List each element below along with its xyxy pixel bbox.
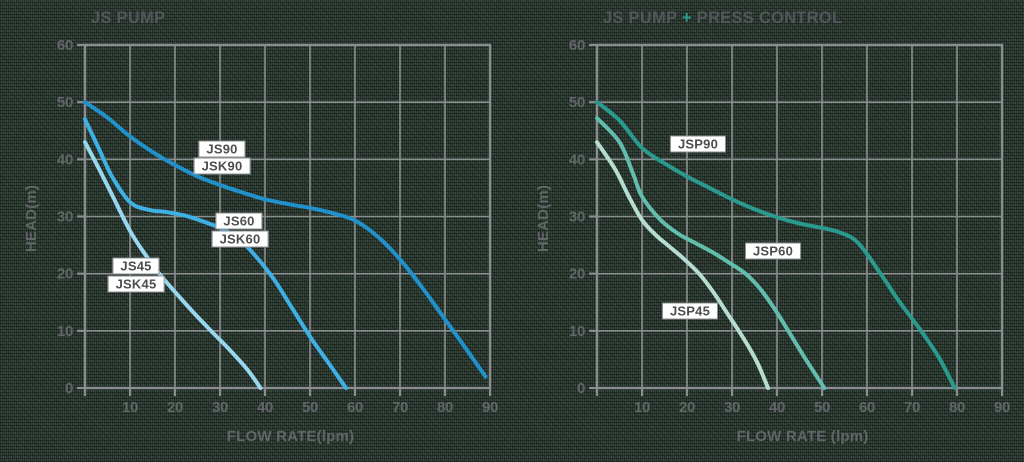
y-tick-label: 30	[569, 209, 585, 226]
y-tick-label: 40	[57, 151, 73, 168]
x-tick-label: 10	[634, 399, 650, 416]
curve-label-jsp45: JSP45	[661, 302, 719, 320]
chart-title: JS PUMP	[91, 8, 165, 28]
curve-label-jsk90: JSK90	[193, 157, 251, 175]
x-tick-label: 20	[167, 399, 183, 416]
x-tick-label: 50	[302, 399, 318, 416]
x-tick-label: 70	[392, 399, 408, 416]
curve-label-jsp90: JSP90	[669, 135, 727, 153]
x-tick-label: 50	[814, 399, 830, 416]
y-tick-label: 60	[57, 37, 73, 54]
y-tick-label: 20	[569, 266, 585, 283]
curve-label-jsk45: JSK45	[107, 275, 165, 293]
y-tick-label: 30	[57, 209, 73, 226]
plot-svg: 0 10 20 30 40 50 60 10 20 30 40 50 60 70 80 90 HEAD(m) FL…	[23, 37, 498, 445]
y-tick-label: 0	[65, 380, 73, 397]
x-tick-label: 40	[257, 399, 273, 416]
y-tick-label: 20	[57, 266, 73, 283]
y-tick-label: 40	[569, 151, 585, 168]
curve-js90-jsk90	[83, 100, 488, 379]
x-tick-label: 60	[859, 399, 875, 416]
x-tick-label: 90	[482, 399, 498, 416]
y-tick-label: 50	[57, 94, 73, 111]
curve-jsp90	[595, 100, 957, 390]
x-axis-title: FLOW RATE (lpm)	[737, 428, 869, 445]
y-tick-label: 10	[569, 323, 585, 340]
chart-js-pump-press-control: JS PUMP + PRESS CONTROL 0 10 20 30 40 50 60 10 20…	[512, 0, 1024, 462]
plot-svg: 0 10 20 30 40 50 60 10 20 30 40 50 60 70 80 90 HEAD(m) FL…	[535, 37, 1010, 445]
curve-label-jsk60: JSK60	[211, 230, 269, 248]
curve-label-js90: JS90	[198, 140, 246, 158]
title-plus-accent: +	[681, 8, 692, 27]
title-text: JS PUMP	[91, 8, 166, 27]
x-tick-label: 80	[437, 399, 453, 416]
curve-jsp60	[595, 116, 827, 390]
chart-title: JS PUMP + PRESS CONTROL	[603, 8, 842, 28]
y-tick-label: 50	[569, 94, 585, 111]
curve-js45-jsk45	[83, 140, 263, 390]
y-tick-label: 10	[57, 323, 73, 340]
x-tick-label: 30	[212, 399, 228, 416]
y-axis-title: HEAD(m)	[23, 185, 40, 252]
x-tick-label: 10	[122, 399, 138, 416]
y-axis-title: HEAD(m)	[535, 185, 552, 252]
x-tick-label: 20	[679, 399, 695, 416]
x-tick-label: 90	[994, 399, 1010, 416]
x-tick-label: 40	[769, 399, 785, 416]
x-axis-title: FLOW RATE(lpm)	[227, 428, 355, 445]
title-text: JS PUMP	[603, 8, 682, 27]
plot-border	[595, 43, 1004, 390]
x-tick-label: 60	[347, 399, 363, 416]
y-tick-label: 0	[577, 380, 585, 397]
curve-js60-jsk60	[83, 117, 348, 390]
x-tick-label: 70	[904, 399, 920, 416]
y-tick-label: 60	[569, 37, 585, 54]
title-text: PRESS CONTROL	[691, 8, 843, 27]
curve-label-js45: JS45	[112, 257, 160, 275]
curve-label-jsp60: JSP60	[744, 242, 802, 260]
x-tick-label: 80	[949, 399, 965, 416]
curve-label-js60: JS60	[215, 212, 263, 230]
chart-js-pump: JS PUMP 0 10 20 30 40 50 60 10 20 30 40 50 60 70 80 90 HE…	[23, 8, 498, 445]
plot-border	[83, 43, 492, 390]
x-tick-label: 30	[724, 399, 740, 416]
curve-jsp45	[595, 140, 770, 390]
